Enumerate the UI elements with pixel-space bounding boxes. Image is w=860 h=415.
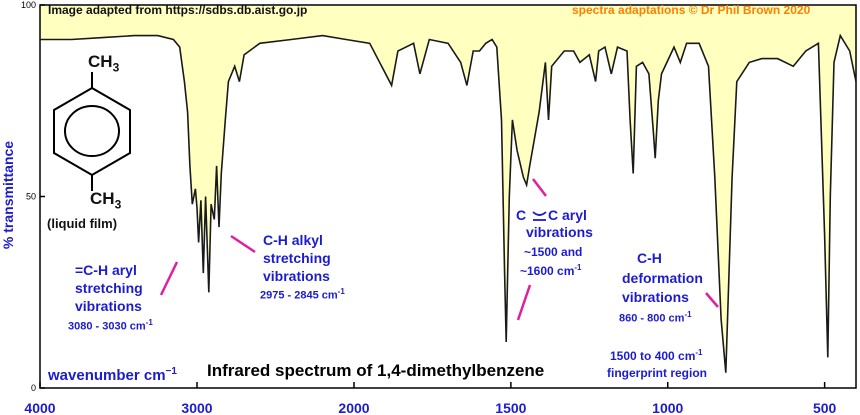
annotation-pointers bbox=[159, 178, 719, 321]
methyl-bottom-label: CH3 bbox=[90, 189, 122, 212]
aryl-cc-line1-left: C bbox=[516, 207, 527, 223]
x-tick-label: 2000 bbox=[338, 400, 369, 415]
pointer-aryl-cc-1600 bbox=[532, 178, 547, 197]
aryl-ch-line2: stretching bbox=[75, 280, 143, 296]
y-tick-label: 0 bbox=[31, 383, 36, 393]
x-tick-label: 4000 bbox=[24, 400, 55, 415]
x-tick-label: 1500 bbox=[495, 400, 526, 415]
chart-title: Infrared spectrum of 1,4-dimethylbenzene bbox=[207, 361, 545, 380]
fingerprint-range: 1500 to 400 cm-1 bbox=[610, 348, 703, 363]
sample-note: (liquid film) bbox=[47, 216, 118, 231]
fingerprint-label: fingerprint region bbox=[607, 366, 707, 380]
aryl-ch-line1: =C-H aryl bbox=[75, 262, 137, 278]
x-tick-label: 1000 bbox=[652, 400, 683, 415]
x-axis-label: wavenumber cm−1 bbox=[48, 366, 177, 384]
pointer-aryl-ch-stretch bbox=[159, 261, 179, 296]
aryl-ch-line3: vibrations bbox=[75, 298, 142, 314]
aryl-ch-range: 3080 - 3030 cm-1 bbox=[68, 318, 153, 333]
alkyl-ch-line1: C-H alkyl bbox=[263, 232, 323, 248]
ch-deformation-line3: vibrations bbox=[622, 289, 689, 305]
axis-ticks bbox=[39, 4, 826, 389]
alkyl-ch-line3: vibrations bbox=[263, 268, 330, 284]
y-axis-label: % transmittance bbox=[0, 141, 16, 249]
y-tick-label: 100 bbox=[21, 0, 36, 10]
ch-deformation-line1: C-H bbox=[637, 250, 662, 266]
x-tick-label: 500 bbox=[813, 400, 837, 415]
pointer-aryl-cc-1500 bbox=[516, 284, 532, 321]
cc-aromatic-bond-icon bbox=[532, 211, 547, 221]
aryl-cc-line2: vibrations bbox=[526, 224, 593, 240]
methyl-top-label: CH3 bbox=[88, 52, 120, 75]
alkyl-ch-range: 2975 - 2845 cm-1 bbox=[260, 287, 345, 302]
x-tick-label: 3000 bbox=[181, 400, 212, 415]
aryl-cc-line1-right: C aryl bbox=[548, 207, 587, 223]
axis-tick-labels: 4000 3000 2000 1500 1000 500 0 50 100 bbox=[21, 0, 837, 415]
transmittance-shading bbox=[40, 6, 856, 373]
pointer-ch-deformation bbox=[705, 292, 719, 308]
spectrum-line bbox=[40, 33, 857, 373]
benzene-ring-structure bbox=[53, 72, 131, 191]
alkyl-ch-line2: stretching bbox=[263, 250, 331, 266]
copyright-credit: spectra adaptations © Dr Phil Brown 2020 bbox=[572, 3, 811, 17]
source-credit: Image adapted from https://sdbs.db.aist.… bbox=[48, 3, 308, 17]
ch-deformation-line2: deformation bbox=[622, 270, 703, 286]
pointer-alkyl-ch-stretch bbox=[230, 234, 256, 254]
ch-deformation-range: 860 - 800 cm-1 bbox=[619, 310, 692, 325]
aryl-cc-line4: ~1600 cm-1 bbox=[520, 263, 582, 278]
aryl-cc-line3: ~1500 and bbox=[524, 245, 583, 259]
y-tick-label: 50 bbox=[26, 192, 36, 202]
